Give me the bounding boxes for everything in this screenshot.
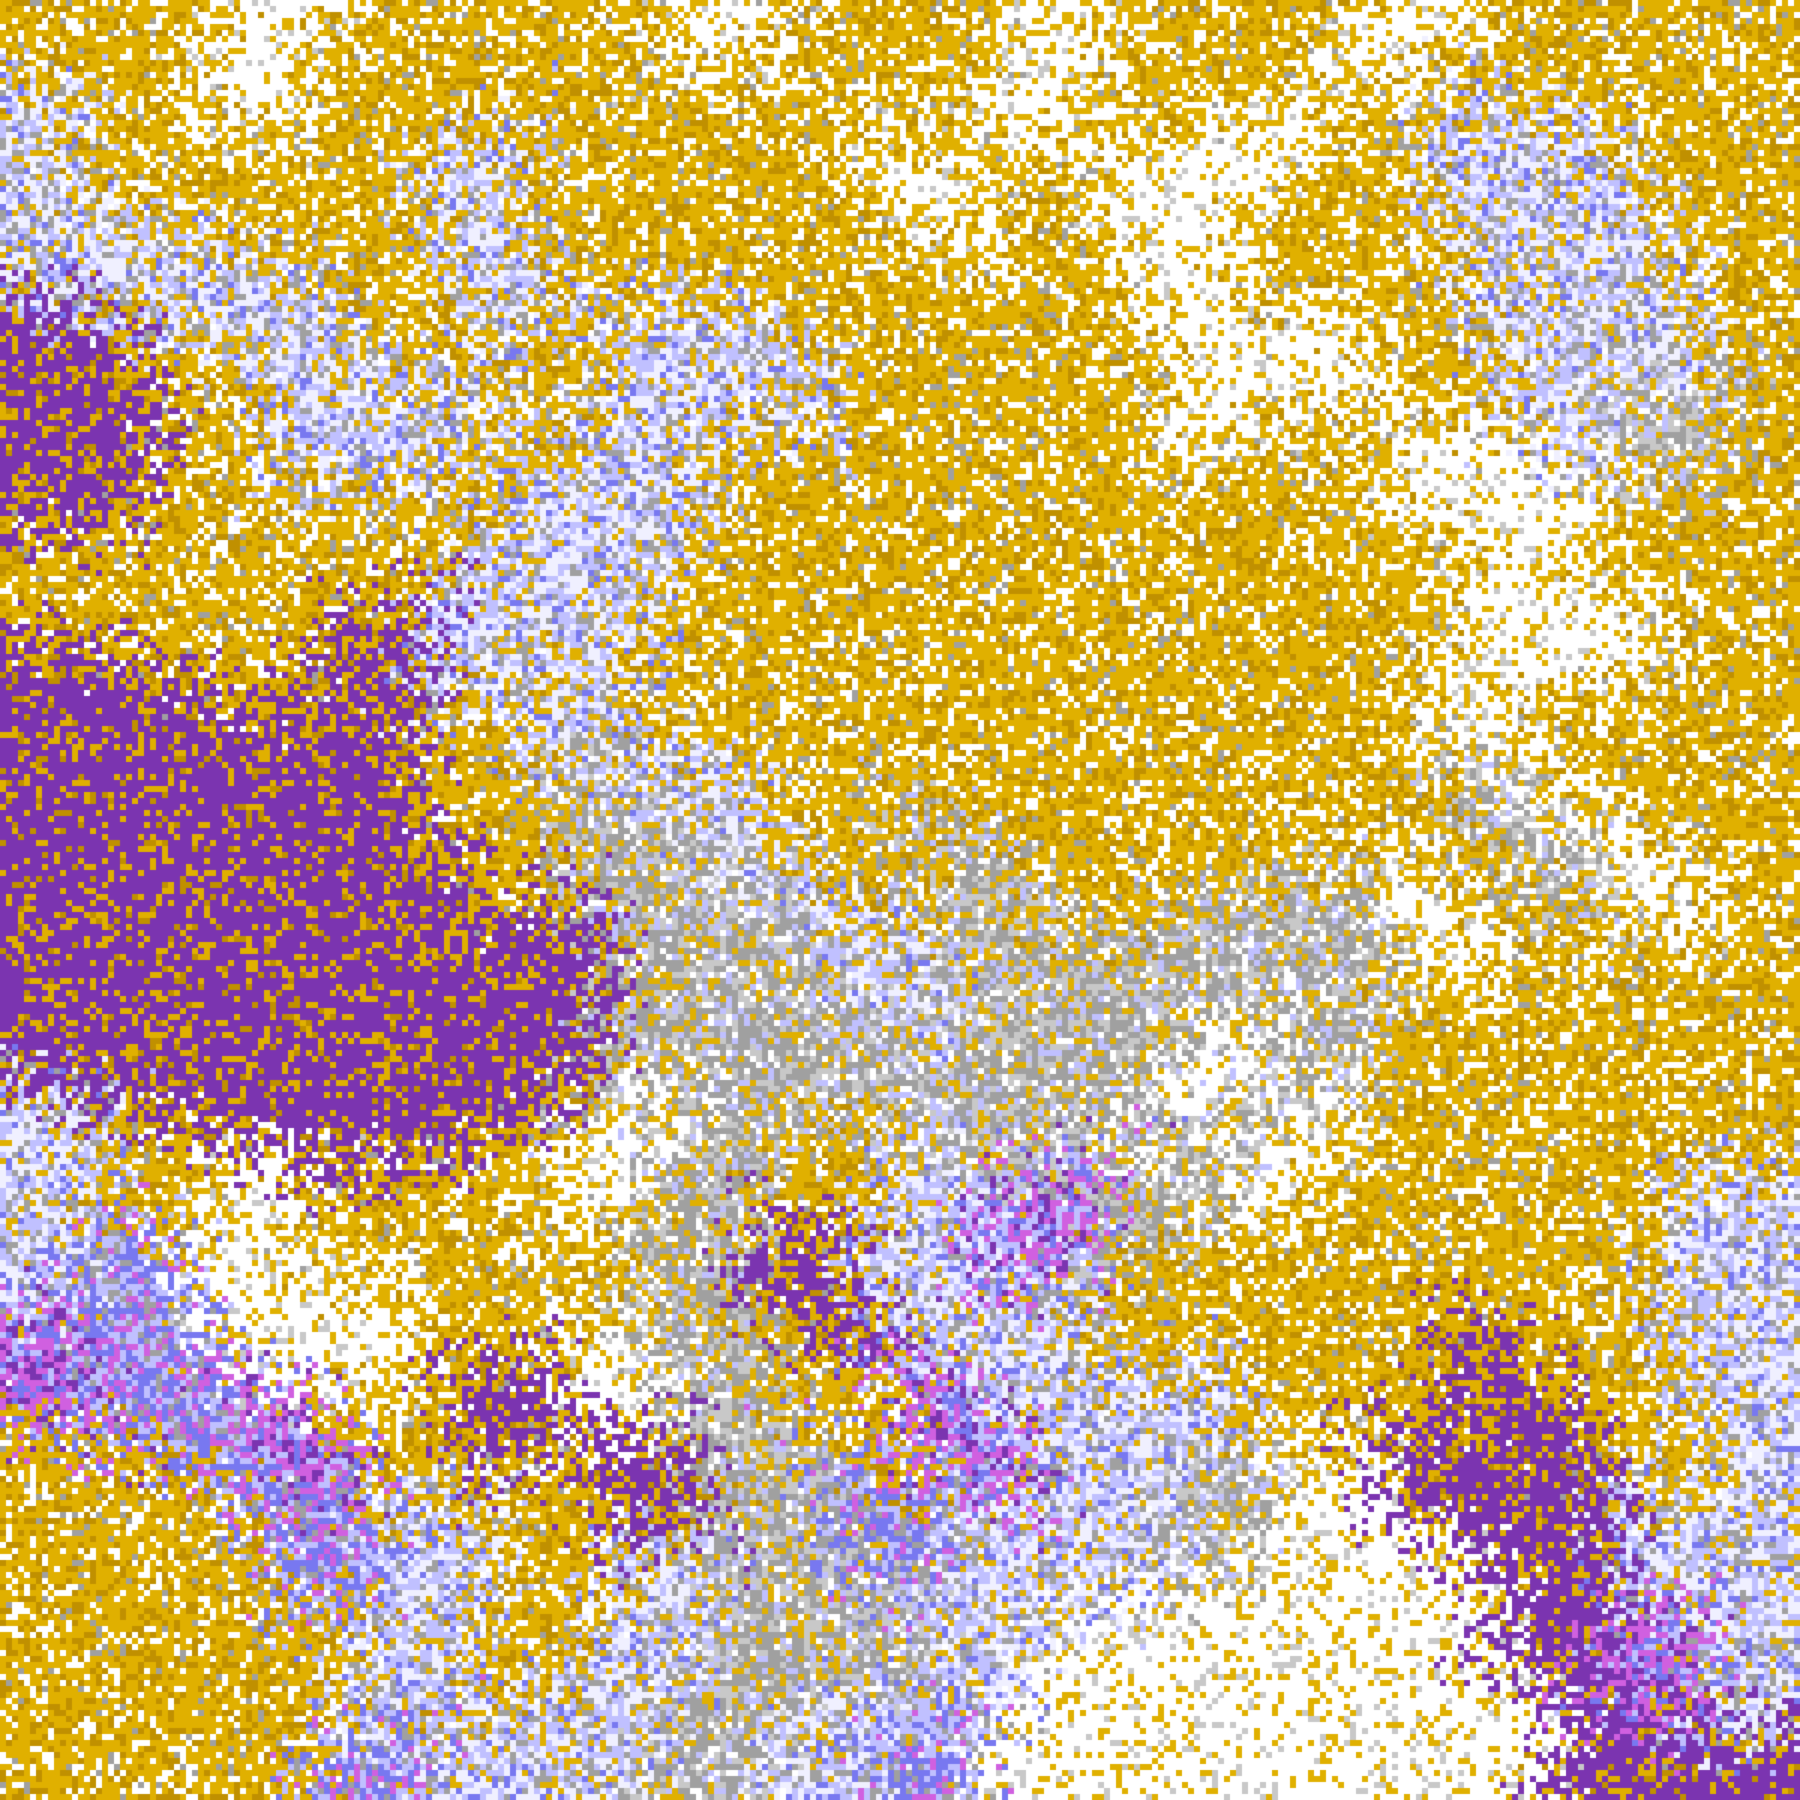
cloud-classification-canvas xyxy=(0,0,1800,1800)
satellite-map xyxy=(0,0,1800,1800)
